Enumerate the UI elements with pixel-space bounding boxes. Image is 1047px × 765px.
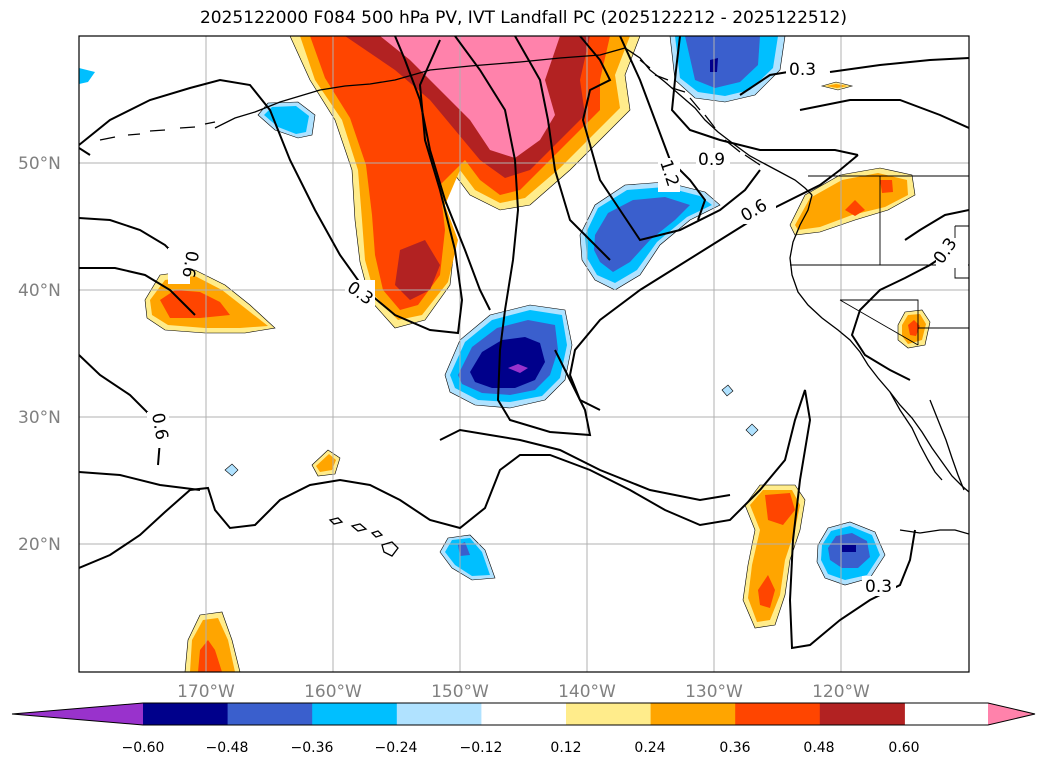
coastline-islands xyxy=(639,59,761,166)
contour-line xyxy=(394,36,491,311)
coastline-mexico xyxy=(929,399,965,491)
colorbar-tick-label: 0.48 xyxy=(803,740,834,756)
colorbar-bin xyxy=(735,703,821,725)
negative-anomaly-aleutian xyxy=(264,106,309,134)
lat-label: 30°N xyxy=(18,408,61,428)
contour-line xyxy=(904,209,969,241)
contour-line xyxy=(79,267,196,316)
colorbar-bin xyxy=(819,703,905,725)
coastline-hawaii xyxy=(328,517,399,557)
colorbar-tick-label: 0.36 xyxy=(719,740,750,756)
contour-line xyxy=(454,36,592,437)
colorbar-bin xyxy=(481,703,567,725)
colorbar-tick-label: −0.12 xyxy=(460,740,503,756)
contour-line xyxy=(850,254,946,381)
contour-line xyxy=(79,147,91,156)
contour-line xyxy=(79,39,464,335)
contour-label: 0.3 xyxy=(865,577,892,597)
colorbar xyxy=(11,702,1036,726)
coastline-west-coast xyxy=(789,194,969,493)
contour-label: 0.9 xyxy=(698,150,725,170)
colorbar-tick-label: 0.24 xyxy=(634,740,665,756)
lon-label: 130°W xyxy=(685,682,743,702)
contour-line xyxy=(799,99,969,129)
negative-anomaly-panhandle xyxy=(685,36,760,88)
colorbar-tick-label: 0.60 xyxy=(888,740,919,756)
colorbar-bin xyxy=(566,703,652,725)
colorbar-bin xyxy=(227,703,313,725)
contour-line xyxy=(829,57,969,73)
negative-anomaly-east xyxy=(842,545,856,552)
gridlines xyxy=(79,36,969,672)
contour-line xyxy=(439,428,731,502)
coastline-baja xyxy=(889,391,943,481)
contour-line xyxy=(568,154,859,411)
colorbar-bin xyxy=(312,703,398,725)
map-title: 2025122000 F084 500 hPa PV, IVT Landfall… xyxy=(199,8,847,28)
contour-label: 0.6 xyxy=(177,249,201,279)
colorbar-bin xyxy=(650,703,736,725)
negative-anomaly-edge xyxy=(79,68,95,84)
colorbar-tick-label: −0.24 xyxy=(375,740,418,756)
negative-anomaly-dot xyxy=(745,423,759,437)
positive-anomaly-small xyxy=(316,454,336,472)
colorbar-tick-label: −0.36 xyxy=(291,740,334,756)
contour-line xyxy=(619,36,671,161)
map-frame xyxy=(78,35,970,673)
positive-anomaly-baja xyxy=(758,575,775,608)
contour-labels: 0.3 0.9 1.2 0.6 0.3 0.6 0.3 0.6 0.3 xyxy=(147,59,968,597)
latitude-labels: 50°N 40°N 30°N 20°N xyxy=(18,154,61,555)
contour-line xyxy=(79,471,201,491)
contour-line xyxy=(579,36,761,242)
colorbar-extend-high xyxy=(988,703,1035,725)
negative-anomaly-central xyxy=(470,337,545,388)
negative-anomaly-dot xyxy=(721,384,734,397)
border-state-5 xyxy=(839,299,919,346)
positive-anomaly-canada xyxy=(826,84,848,88)
lon-label: 140°W xyxy=(558,682,616,702)
positive-anomaly-gulf-of-alaska xyxy=(380,36,560,158)
positive-anomaly-baja xyxy=(765,493,795,525)
colorbar-tick-label: −0.48 xyxy=(206,740,249,756)
negative-anomaly-ne-pacific xyxy=(594,197,690,272)
lon-label: 150°W xyxy=(431,682,489,702)
lat-label: 50°N xyxy=(18,154,61,174)
pv-shading-layer xyxy=(79,36,931,672)
positive-anomaly-pnw xyxy=(845,200,865,216)
longitude-labels: 170°W 160°W 150°W 140°W 130°W 120°W xyxy=(177,682,870,702)
border-state-3 xyxy=(840,299,919,345)
negative-anomaly-hawaii xyxy=(445,538,490,576)
negative-anomaly-hawaii xyxy=(458,542,470,556)
lon-label: 160°W xyxy=(304,682,362,702)
lat-label: 40°N xyxy=(18,281,61,301)
positive-anomaly-southwest xyxy=(198,640,222,672)
colorbar-tick-label: 0.12 xyxy=(550,740,581,756)
lon-label: 170°W xyxy=(177,682,235,702)
colorbar-tick-label: −0.60 xyxy=(122,740,165,756)
colorbar-bin xyxy=(396,703,482,725)
colorbar-outline xyxy=(11,702,1036,726)
coastline-aleutians xyxy=(99,121,216,141)
positive-anomaly-pnw xyxy=(880,180,893,193)
lon-label: 120°W xyxy=(812,682,870,702)
lat-label: 20°N xyxy=(18,535,61,555)
colorbar-bin xyxy=(143,703,229,725)
colorbar-extend-low xyxy=(12,703,143,725)
positive-anomaly-great-basin xyxy=(908,320,920,336)
positive-anomaly-gulf-of-alaska xyxy=(395,240,440,300)
contour-label: 0.6 xyxy=(147,411,171,441)
contour-label: 0.3 xyxy=(789,60,816,80)
contour-line xyxy=(670,36,859,156)
negative-anomaly-dot xyxy=(224,463,239,477)
negative-anomaly-central xyxy=(508,364,528,373)
colorbar-tick-labels: −0.60 −0.48 −0.36 −0.24 −0.12 0.12 0.24 … xyxy=(122,740,920,756)
contour-line xyxy=(79,389,916,650)
contour-line xyxy=(514,36,611,261)
coastline-mexico-south xyxy=(899,529,969,535)
